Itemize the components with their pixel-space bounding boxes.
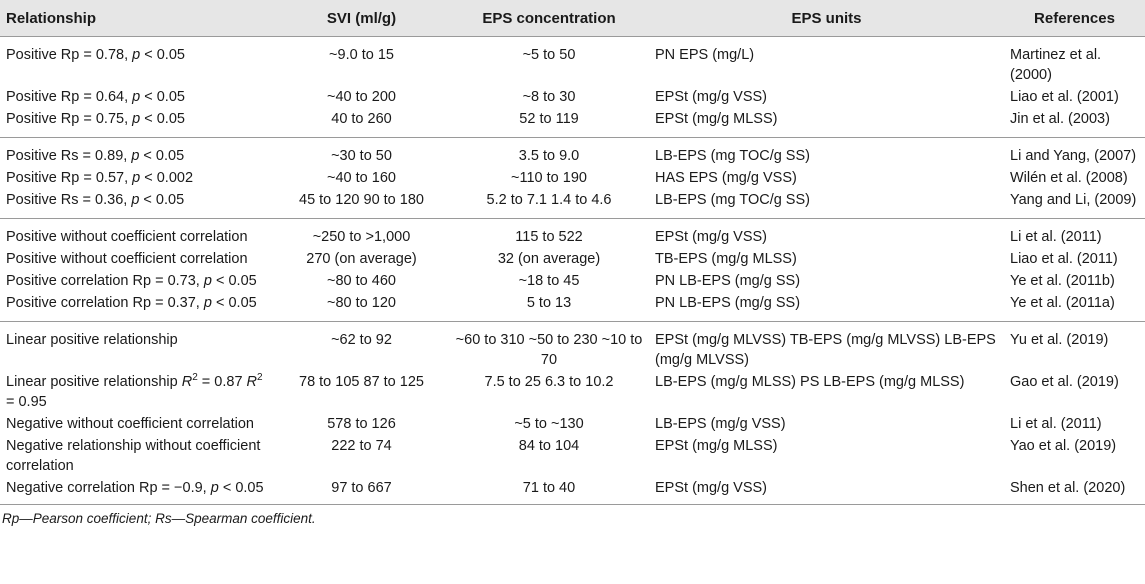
cell-relationship: Positive correlation Rp = 0.37, p < 0.05 — [0, 292, 274, 322]
table-row: Positive Rp = 0.64, p < 0.05 ~40 to 200 … — [0, 86, 1145, 108]
table-row: Positive Rp = 0.78, p < 0.05 ~9.0 to 15 … — [0, 37, 1145, 87]
cell-reference: Ye et al. (2011a) — [1004, 292, 1145, 322]
cell-reference: Martinez et al. (2000) — [1010, 47, 1102, 83]
header-svi: SVI (ml/g) — [274, 0, 449, 37]
cell-eps-concentration: 32 (on average) — [497, 251, 601, 267]
cell-eps-units: TB-EPS (mg/g MLSS) — [655, 251, 797, 267]
cell-svi: ~250 to >1,000 — [312, 229, 411, 245]
table-row: Positive Rs = 0.36, p < 0.05 45 to 120 9… — [0, 189, 1145, 219]
cell-reference: Liao et al. (2011) — [1010, 251, 1118, 267]
header-eps-concentration: EPS concentration — [449, 0, 649, 37]
cell-eps-concentration: ~5 to ~130 — [514, 416, 584, 432]
table-row: Positive Rp = 0.75, p < 0.05 40 to 260 5… — [0, 108, 1145, 138]
cell-eps-concentration: ~5 to 50 — [522, 47, 576, 63]
cell-relationship: Positive correlation Rp = 0.73, p < 0.05 — [6, 273, 257, 289]
cell-eps-units: EPSt (mg/g VSS) — [649, 477, 1004, 505]
cell-reference: Gao et al. (2019) — [1010, 374, 1119, 390]
cell-svi: ~9.0 to 15 — [329, 47, 394, 63]
cell-svi: ~80 to 120 — [274, 292, 449, 322]
cell-svi: 222 to 74 — [331, 438, 392, 454]
cell-eps-concentration: 52 to 119 — [449, 108, 649, 138]
cell-relationship: Positive without coefficient correlation — [6, 251, 248, 267]
cell-eps-units: PN EPS (mg/L) — [655, 47, 755, 63]
cell-reference: Li et al. (2011) — [1010, 229, 1102, 245]
table-row: Linear positive relationship R2 = 0.87 R… — [0, 371, 1145, 413]
cell-reference: Shen et al. (2020) — [1004, 477, 1145, 505]
cell-svi: 97 to 667 — [274, 477, 449, 505]
cell-svi: 270 (on average) — [306, 251, 417, 267]
cell-eps-concentration: 7.5 to 25 6.3 to 10.2 — [484, 374, 614, 390]
cell-reference: Wilén et al. (2008) — [1010, 170, 1128, 186]
cell-svi: 45 to 120 90 to 180 — [274, 189, 449, 219]
cell-eps-units: EPSt (mg/g MLSS) — [655, 438, 778, 454]
cell-eps-concentration: ~18 to 45 — [518, 273, 580, 289]
cell-eps-concentration: 3.5 to 9.0 — [518, 148, 580, 164]
table-row: Negative without coefficient correlation… — [0, 413, 1145, 435]
table-row: Positive correlation Rp = 0.37, p < 0.05… — [0, 292, 1145, 322]
table-header-row: Relationship SVI (ml/g) EPS concentratio… — [0, 0, 1145, 37]
header-references: References — [1004, 0, 1145, 37]
cell-relationship: Linear positive relationship R2 = 0.87 R… — [6, 372, 263, 410]
cell-svi: ~40 to 160 — [327, 170, 396, 186]
cell-eps-units: PN LB-EPS (mg/g SS) — [649, 292, 1004, 322]
cell-reference: Yao et al. (2019) — [1010, 438, 1117, 454]
table-row: Positive Rp = 0.57, p < 0.002 ~40 to 160… — [0, 167, 1145, 189]
cell-eps-concentration: 5.2 to 7.1 1.4 to 4.6 — [449, 189, 649, 219]
cell-relationship: Positive Rs = 0.36, p < 0.05 — [0, 189, 274, 219]
cell-eps-units: EPSt (mg/g VSS) — [655, 229, 768, 245]
cell-relationship: Negative without coefficient correlation — [6, 416, 254, 432]
table-row: Negative correlation Rp = −0.9, p < 0.05… — [0, 477, 1145, 505]
cell-relationship: Positive Rp = 0.75, p < 0.05 — [0, 108, 274, 138]
cell-eps-units: LB-EPS (mg/g MLSS) PS LB-EPS (mg/g MLSS) — [655, 374, 965, 390]
cell-eps-units: LB-EPS (mg TOC/g SS) — [649, 189, 1004, 219]
cell-relationship: Positive without coefficient correlation — [6, 229, 248, 245]
eps-svi-table: Relationship SVI (ml/g) EPS concentratio… — [0, 0, 1145, 505]
cell-eps-units: EPSt (mg/g MLVSS) TB-EPS (mg/g MLVSS) LB… — [655, 332, 996, 368]
cell-eps-units: LB-EPS (mg/g VSS) — [655, 416, 786, 432]
cell-svi: ~40 to 200 — [327, 89, 396, 105]
cell-eps-concentration: 5 to 13 — [449, 292, 649, 322]
cell-reference: Yang and Li, (2009) — [1004, 189, 1145, 219]
cell-relationship: Linear positive relationship — [6, 332, 178, 348]
cell-svi: 78 to 105 87 to 125 — [299, 374, 424, 390]
cell-relationship: Positive Rs = 0.89, p < 0.05 — [6, 148, 185, 164]
cell-reference: Ye et al. (2011b) — [1010, 273, 1115, 289]
table-footnote: Rp—Pearson coefficient; Rs—Spearman coef… — [2, 511, 316, 526]
cell-eps-units: HAS EPS (mg/g VSS) — [655, 170, 797, 186]
cell-eps-units: EPSt (mg/g VSS) — [655, 89, 768, 105]
cell-svi: 40 to 260 — [274, 108, 449, 138]
cell-reference: Li et al. (2011) — [1010, 416, 1102, 432]
cell-relationship: Negative correlation Rp = −0.9, p < 0.05 — [0, 477, 274, 505]
table-row: Positive without coefficient correlation… — [0, 219, 1145, 249]
cell-eps-units: EPSt (mg/g MLSS) — [649, 108, 1004, 138]
cell-svi: ~62 to 92 — [331, 332, 392, 348]
cell-eps-units: PN LB-EPS (mg/g SS) — [655, 273, 801, 289]
cell-reference: Yu et al. (2019) — [1010, 332, 1109, 348]
cell-eps-concentration: ~8 to 30 — [522, 89, 576, 105]
cell-eps-concentration: 115 to 522 — [515, 229, 583, 245]
cell-reference: Liao et al. (2001) — [1010, 89, 1119, 105]
cell-svi: ~80 to 460 — [327, 273, 396, 289]
cell-eps-concentration: ~110 to 190 — [511, 170, 587, 186]
cell-svi: ~30 to 50 — [331, 148, 392, 164]
cell-reference: Li and Yang, (2007) — [1010, 148, 1137, 164]
cell-eps-concentration: 84 to 104 — [518, 438, 580, 454]
cell-eps-concentration: 71 to 40 — [449, 477, 649, 505]
header-eps-units: EPS units — [649, 0, 1004, 37]
cell-relationship: Negative relationship without coefficien… — [6, 438, 261, 474]
cell-relationship: Positive Rp = 0.64, p < 0.05 — [6, 89, 185, 105]
table-row: Negative relationship without coefficien… — [0, 435, 1145, 477]
table-row: Positive without coefficient correlation… — [0, 248, 1145, 270]
header-relationship: Relationship — [0, 0, 274, 37]
cell-reference: Jin et al. (2003) — [1004, 108, 1145, 138]
cell-relationship: Positive Rp = 0.78, p < 0.05 — [6, 47, 185, 63]
cell-eps-concentration: ~60 to 310 ~50 to 230 ~10 to 70 — [455, 332, 643, 368]
cell-eps-units: LB-EPS (mg TOC/g SS) — [655, 148, 810, 164]
cell-relationship: Positive Rp = 0.57, p < 0.002 — [6, 170, 194, 186]
table-row: Positive correlation Rp = 0.73, p < 0.05… — [0, 270, 1145, 292]
table-row: Positive Rs = 0.89, p < 0.05 ~30 to 50 3… — [0, 138, 1145, 168]
table-row: Linear positive relationship ~62 to 92 ~… — [0, 322, 1145, 372]
cell-svi: 578 to 126 — [327, 416, 396, 432]
